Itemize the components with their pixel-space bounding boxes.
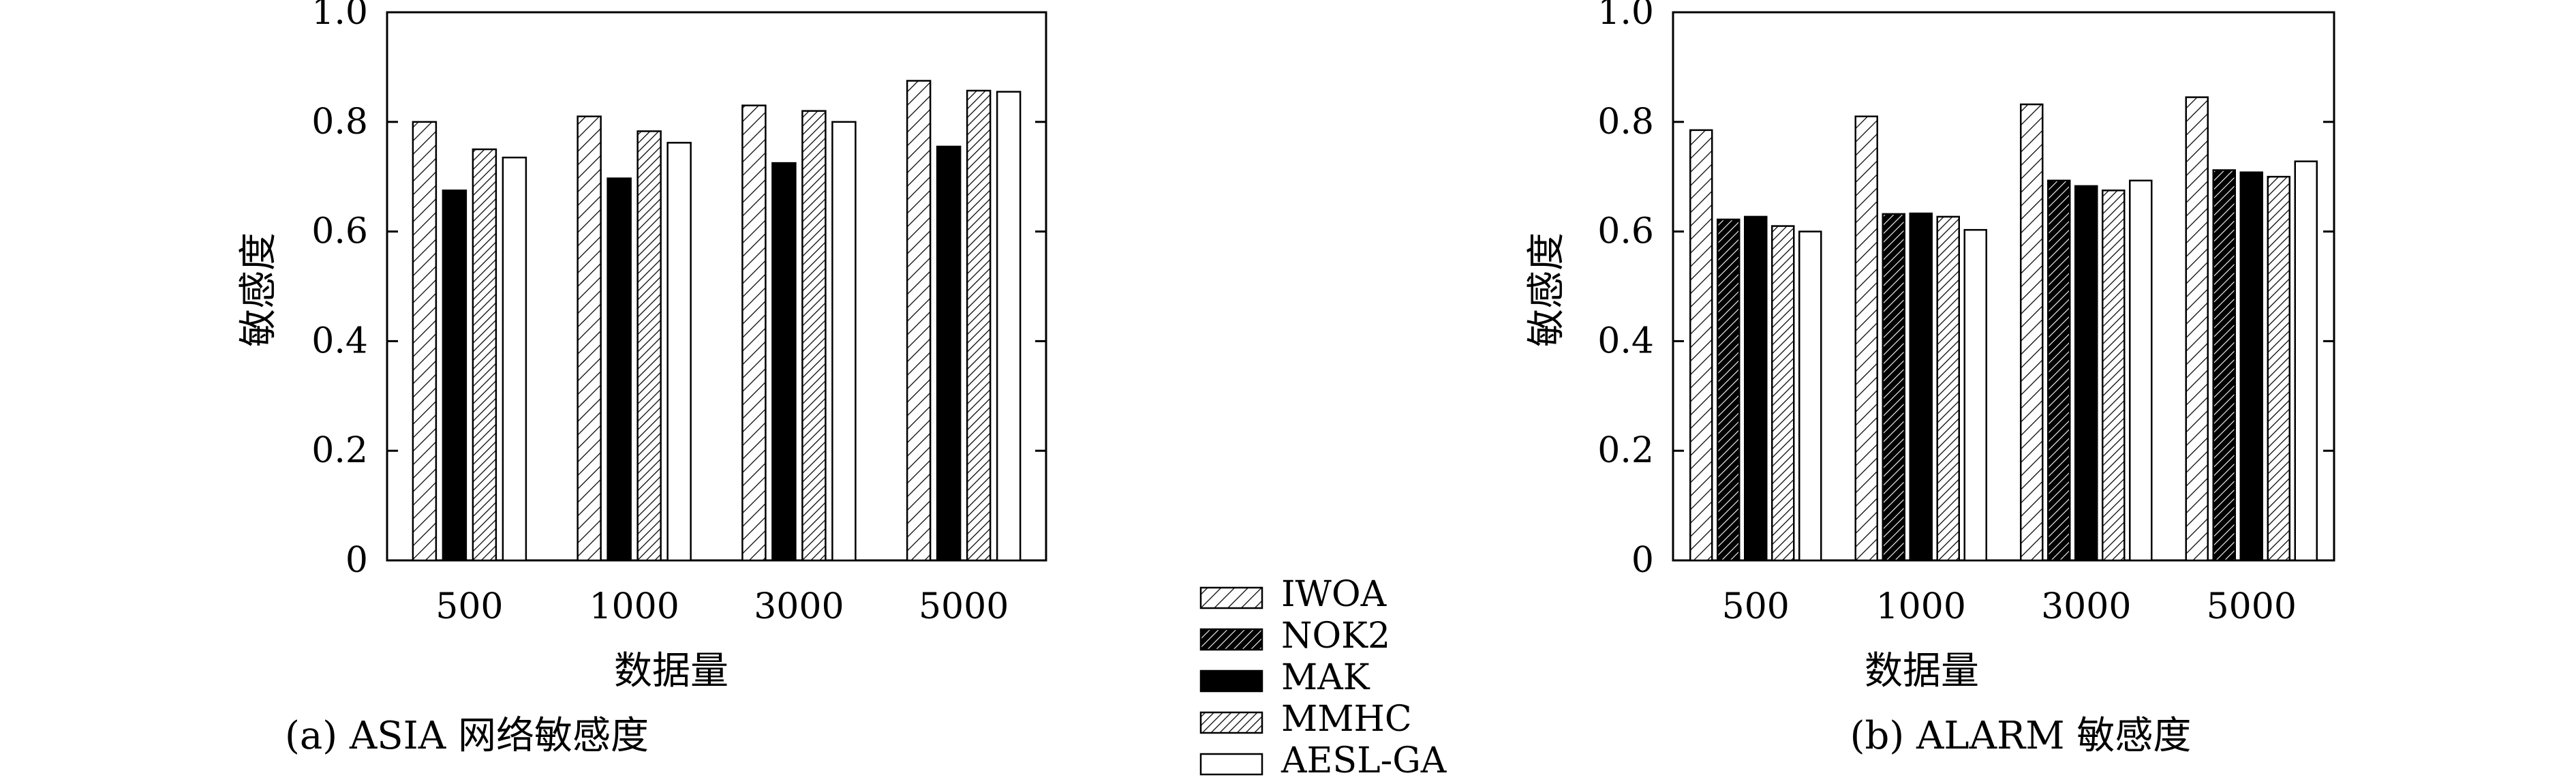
plot-frame <box>1672 11 2335 562</box>
bar-nok2-3000 <box>2047 179 2071 562</box>
plot-frame <box>386 11 1047 562</box>
bar-mmhc-5000 <box>2267 175 2290 562</box>
bar-iwoa-3000 <box>741 104 767 562</box>
y-tick-label: 0.2 <box>1597 430 1654 471</box>
x-tick-label: 500 <box>435 586 503 627</box>
x-tick-label: 3000 <box>754 586 844 627</box>
y-tick-label: 1.0 <box>1597 0 1654 33</box>
legend-swatch-mmhc <box>1199 711 1263 734</box>
bar-mmhc-5000 <box>966 89 992 562</box>
y-tick-label: 0.4 <box>311 320 368 361</box>
x-tick-label: 3000 <box>2041 586 2131 627</box>
y-tick-label: 0.2 <box>311 430 368 471</box>
bar-mak-1000 <box>607 177 632 562</box>
chart-panel-alarm: (b) ALARM 敏感度 数据量 敏感度 0 0.2 0.4 0.6 0.8 1.0 50… <box>1524 0 2335 758</box>
y-tick-label: 0 <box>346 540 368 581</box>
y-tick-label: 1.0 <box>311 0 368 33</box>
legend-swatch-nok2 <box>1199 628 1263 651</box>
bar-mmhc-500 <box>472 148 497 562</box>
bar-mmhc-3000 <box>2102 190 2126 562</box>
legend-swatch-aesl-ga <box>1199 753 1263 776</box>
bar-iwoa-1000 <box>577 115 602 562</box>
bar-mak-1000 <box>1909 212 1933 562</box>
bar-aesl-ga-5000 <box>996 91 1022 562</box>
x-tick-label: 5000 <box>2207 586 2297 627</box>
bar-mak-5000 <box>936 145 962 562</box>
legend-swatch-iwoa <box>1199 586 1263 609</box>
bar-mak-500 <box>442 190 467 562</box>
caption-a: (a) ASIA 网络敏感度 <box>285 714 649 758</box>
xlabel-a: 数据量 <box>614 649 729 693</box>
chart-panel-asia: (a) ASIA 网络敏感度 数据量 敏感度 0 0.2 0.4 0.6 0.8 1.0 5… <box>236 0 1047 758</box>
legend-label-aesl-ga: AESL-GA <box>1281 740 1447 781</box>
legend-label-nok2: NOK2 <box>1281 616 1390 657</box>
x-tick-label: 500 <box>1722 586 1790 627</box>
ylabel-a: 敏感度 <box>236 232 281 347</box>
bar-aesl-ga-1000 <box>1963 228 1987 562</box>
bar-iwoa-500 <box>1689 129 1713 562</box>
bar-aesl-ga-500 <box>1798 230 1822 562</box>
legend-label-mmhc: MMHC <box>1281 699 1412 740</box>
bar-aesl-ga-5000 <box>2294 160 2318 562</box>
bar-nok2-500 <box>1717 218 1741 562</box>
legend-label-mak: MAK <box>1281 657 1370 698</box>
y-tick-label: 0.4 <box>1597 320 1654 361</box>
x-tick-label: 1000 <box>1876 586 1966 627</box>
legend-swatch-mak <box>1199 669 1263 693</box>
bar-mmhc-1000 <box>637 130 662 562</box>
y-tick-label: 0.6 <box>311 211 368 252</box>
bar-iwoa-1000 <box>1854 115 1878 562</box>
xlabel-b: 数据量 <box>1865 649 1979 693</box>
bar-iwoa-5000 <box>906 80 932 562</box>
bar-mak-500 <box>1744 215 1768 562</box>
bar-nok2-5000 <box>2212 169 2236 562</box>
bar-mmhc-3000 <box>801 110 827 562</box>
legend-label-iwoa: IWOA <box>1281 574 1387 615</box>
x-tick-label: 5000 <box>919 586 1009 627</box>
y-tick-label: 0.6 <box>1597 211 1654 252</box>
bar-iwoa-5000 <box>2185 96 2209 562</box>
bar-aesl-ga-3000 <box>831 121 857 562</box>
bar-mak-3000 <box>771 162 797 562</box>
ylabel-b: 敏感度 <box>1524 232 1569 347</box>
y-tick-label: 0 <box>1631 540 1654 581</box>
bar-iwoa-500 <box>412 121 438 562</box>
bar-mmhc-500 <box>1771 225 1795 562</box>
bar-iwoa-3000 <box>2020 103 2044 562</box>
y-tick-label: 0.8 <box>1597 102 1654 142</box>
bar-nok2-1000 <box>1882 213 1905 562</box>
bar-mmhc-1000 <box>1936 215 1960 562</box>
y-tick-label: 0.8 <box>311 102 368 142</box>
bar-aesl-ga-3000 <box>2129 179 2153 562</box>
bar-aesl-ga-1000 <box>666 142 692 562</box>
caption-b: (b) ALARM 敏感度 <box>1850 714 2192 758</box>
bar-mak-3000 <box>2074 185 2098 562</box>
x-tick-label: 1000 <box>589 586 679 627</box>
bar-aesl-ga-500 <box>502 156 527 562</box>
bar-mak-5000 <box>2239 171 2263 562</box>
